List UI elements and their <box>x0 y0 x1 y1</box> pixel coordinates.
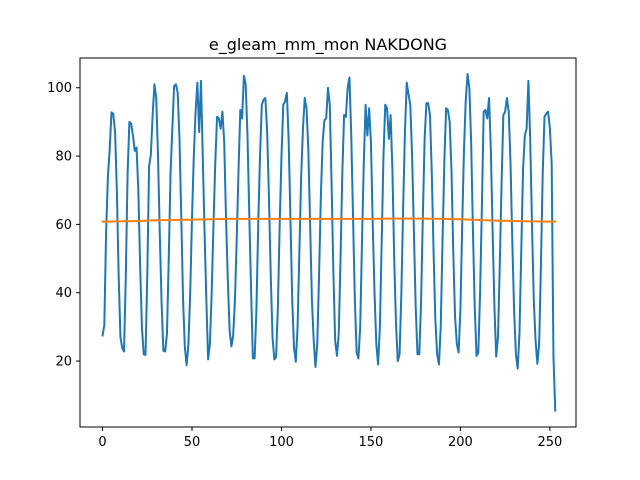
chart-title: e_gleam_mm_mon NAKDONG <box>209 35 447 55</box>
x-axis: 0 50 100 150 200 250 <box>98 427 562 450</box>
axes-frame <box>79 57 577 428</box>
y-tick-label: 100 <box>47 81 72 96</box>
x-tick-label: 250 <box>537 435 562 450</box>
series-line-1 <box>101 73 557 412</box>
y-axis: 20 40 60 80 100 <box>47 81 80 370</box>
series-line-2 <box>101 217 557 223</box>
x-tick-label: 150 <box>359 435 384 450</box>
y-tick-label: 80 <box>55 150 72 165</box>
y-tick-label: 60 <box>55 218 72 233</box>
x-tick-label: 100 <box>269 435 294 450</box>
plot-area: 0 50 100 150 200 250 20 40 60 80 100 <box>47 57 577 450</box>
y-tick-label: 20 <box>55 355 72 370</box>
x-tick-label: 0 <box>98 435 106 450</box>
series-layer <box>101 73 557 412</box>
x-tick-label: 50 <box>184 435 201 450</box>
x-tick-label: 200 <box>448 435 473 450</box>
y-tick-label: 40 <box>55 286 72 301</box>
